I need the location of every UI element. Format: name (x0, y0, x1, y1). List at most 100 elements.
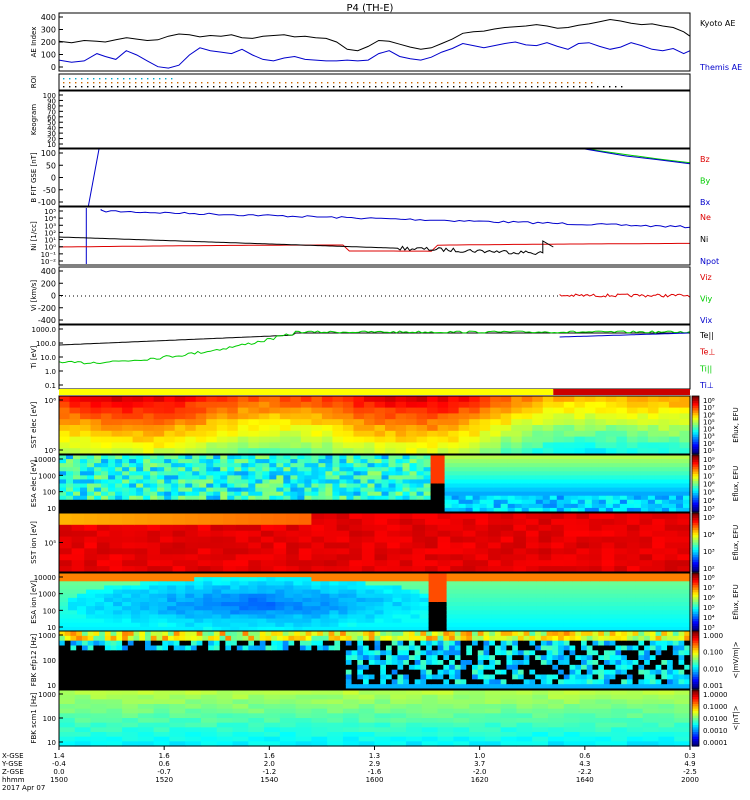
heatmap-cell (616, 401, 628, 409)
heatmap-cell (231, 664, 238, 671)
heatmap-cell (472, 660, 479, 666)
heatmap-cell (399, 554, 413, 561)
heatmap-cell (535, 635, 542, 642)
heatmap-cell (549, 499, 558, 505)
heatmap-cell (682, 471, 691, 476)
heatmap-cell (668, 436, 681, 443)
heatmap-cell (605, 507, 614, 513)
heatmap-cell (437, 442, 449, 449)
heatmap-cell (283, 487, 291, 493)
heatmap-cell (517, 631, 525, 637)
heatmap-cell (626, 455, 635, 460)
heatmap-cell (409, 495, 418, 501)
heatmap-cell (334, 645, 341, 651)
heatmap-cell (66, 471, 74, 476)
heatmap-cell (353, 499, 362, 505)
heatmap-cell (203, 581, 213, 587)
heatmap-cell (527, 581, 538, 587)
heatmap-cell (210, 566, 224, 573)
roi-dot (171, 78, 173, 80)
heatmap-cell (403, 684, 410, 690)
heatmap-cell (339, 459, 348, 464)
y-tick-label: 0 (51, 292, 56, 301)
heatmap-cell (77, 618, 87, 624)
heatmap-cell (149, 593, 159, 599)
heatmap-cell (208, 674, 215, 680)
vi-zero-dot (473, 295, 474, 297)
roi-dot (207, 82, 209, 84)
heatmap-cell (129, 487, 137, 493)
heatmap-cell (132, 401, 144, 409)
heatmap-cell (626, 459, 635, 464)
heatmap-cell (69, 425, 81, 432)
heatmap-cell (577, 507, 586, 513)
heatmap-cell (420, 640, 427, 647)
heatmap-cell (276, 664, 284, 671)
heatmap-cell (73, 475, 81, 481)
heatmap-cell (570, 459, 579, 464)
heatmap-cell (325, 467, 334, 472)
heatmap-cell (257, 606, 267, 611)
heatmap-cell (290, 430, 302, 438)
heatmap-cell (591, 467, 600, 472)
heatmap-cell (598, 491, 607, 497)
heatmap-cell (96, 530, 111, 538)
heatmap-cell (156, 660, 163, 666)
heatmap-cell (134, 560, 148, 567)
heatmap-cell (234, 455, 242, 460)
vi-zero-dot (329, 295, 330, 297)
heatmap-cell (290, 507, 298, 513)
heatmap-cell (339, 471, 348, 476)
heatmap-cell (122, 536, 136, 544)
heatmap-cell (282, 650, 290, 656)
heatmap-cell (133, 655, 140, 661)
heatmap-cell (395, 455, 404, 460)
heatmap-cell (157, 483, 165, 489)
heatmap-cell (171, 495, 179, 501)
heatmap-cell (290, 407, 302, 414)
heatmap-cell (122, 593, 132, 599)
heatmap-cell (584, 425, 596, 432)
heatmap-cell (458, 455, 467, 460)
heatmap-cell (563, 499, 572, 505)
heatmap-cell (437, 495, 446, 501)
heatmap-cell (581, 589, 592, 595)
heatmap-cell (259, 655, 267, 661)
heatmap-cell (167, 645, 175, 651)
heatmap-cell (506, 674, 513, 680)
heatmap-cell (262, 499, 270, 505)
heatmap-cell (500, 610, 511, 616)
heatmap-cell (466, 655, 473, 661)
colorbar-step (692, 520, 699, 524)
heatmap-cell (145, 679, 152, 685)
heatmap-cell (451, 495, 460, 501)
heatmap-cell (212, 614, 222, 620)
heatmap-cell (619, 455, 628, 460)
heatmap-cell (59, 507, 67, 513)
heatmap-cell (275, 593, 285, 599)
heatmap-cell (469, 430, 481, 438)
heatmap-cell (576, 554, 590, 561)
heatmap-cell (385, 436, 397, 443)
heatmap-cell (345, 655, 353, 661)
heatmap-cell (635, 614, 646, 620)
heatmap-cell (311, 455, 320, 460)
heatmap-cell (185, 626, 195, 632)
heatmap-cell (507, 459, 516, 464)
heatmap-cell (449, 684, 456, 690)
heatmap-cell (87, 669, 95, 676)
heatmap-cell (95, 622, 105, 628)
heatmap-cell (658, 413, 670, 420)
colorbar-tick-label: 10⁵ (703, 604, 715, 612)
heatmap-cell (68, 597, 78, 603)
heatmap-cell (388, 487, 397, 493)
heatmap-cell (357, 679, 364, 685)
roi-dot (459, 86, 461, 88)
heatmap-cell (255, 483, 263, 489)
heatmap-cell (122, 602, 132, 607)
heatmap-cell (216, 407, 228, 414)
heatmap-cell (208, 664, 215, 671)
heatmap-cell (206, 442, 218, 449)
vi-zero-dot (425, 295, 426, 297)
heatmap-cell (284, 581, 294, 587)
